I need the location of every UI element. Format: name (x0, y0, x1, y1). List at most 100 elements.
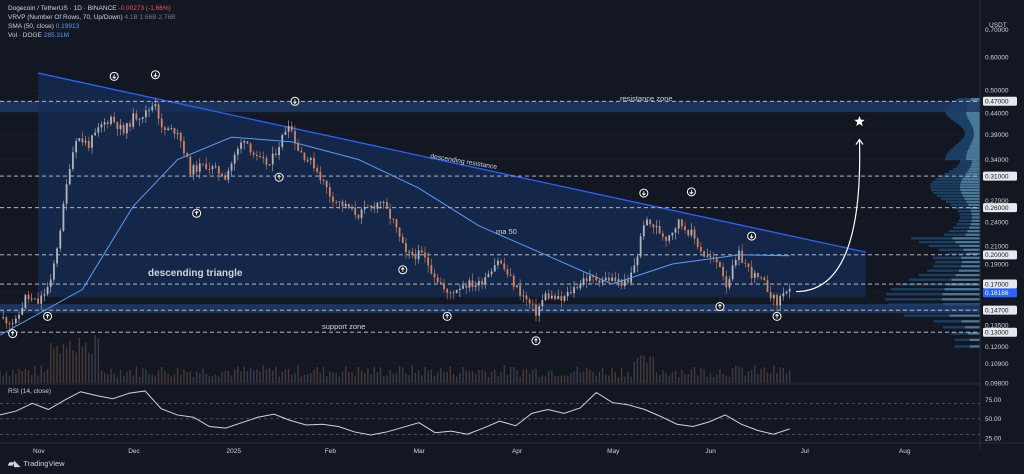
price-tick-label: 0.70000 (985, 27, 1009, 34)
volume-profile-bar-up (960, 183, 980, 186)
candle-body (338, 201, 341, 203)
volume-bar (728, 376, 731, 383)
volume-profile-bar-up (942, 293, 980, 296)
volume-profile-bar-up (971, 123, 980, 126)
rsi-tick-label: 50.00 (985, 416, 1002, 423)
candle-body (14, 318, 17, 324)
candle-body (135, 113, 138, 120)
candle-body (211, 166, 214, 170)
candle-body (405, 243, 407, 253)
volume-bar (145, 369, 147, 383)
candle-body (741, 250, 744, 263)
volume-profile-bar (948, 150, 980, 154)
candle-body (278, 147, 280, 156)
level-badge (983, 305, 1017, 315)
candle-body (176, 133, 179, 134)
volume-profile-bar (936, 194, 980, 197)
volume-profile-bar (933, 191, 980, 195)
volume-bar (452, 374, 455, 383)
level-badge (983, 250, 1017, 260)
volume-bar (5, 371, 8, 383)
candle-body (693, 229, 696, 239)
candle-body (497, 260, 499, 266)
volume-bar (59, 353, 61, 383)
bounce-marker-icon-arrow (400, 267, 405, 272)
volume-profile-bar-up (973, 127, 980, 130)
price-tick-label: 0.34000 (985, 157, 1009, 164)
volume-bar (379, 367, 382, 383)
volume-bar (224, 370, 226, 383)
candle-body (43, 294, 46, 296)
candle-body (424, 252, 426, 258)
volume-profile-bar (964, 133, 980, 136)
volume-bar (509, 366, 512, 383)
volume-bar (430, 369, 433, 383)
target-star-icon (854, 116, 865, 126)
candle-body (110, 116, 112, 124)
candle-body (582, 278, 585, 284)
candle-body (243, 141, 246, 143)
volume-bar (151, 374, 153, 383)
volume-profile-bar (928, 244, 980, 248)
volume-bar (633, 361, 636, 383)
candle-body (106, 122, 109, 124)
bounce-marker-icon-arrow (10, 330, 15, 336)
volume-bar (551, 370, 553, 383)
candle-body (652, 224, 655, 228)
volume-bar (8, 376, 11, 383)
candle-body (33, 298, 36, 300)
candle-body (360, 209, 363, 219)
volume-profile-bar-up (971, 213, 980, 216)
volume-profile-bar-up (968, 203, 980, 206)
candle-body (56, 248, 58, 264)
volume-bar (652, 356, 655, 383)
volume-profile-bar (885, 298, 980, 301)
volume-profile-bar-up (966, 200, 980, 203)
candle-body (766, 280, 769, 293)
volume-profile-bar-up (969, 167, 980, 170)
volume-profile-bar (945, 155, 980, 158)
candle-body (325, 180, 328, 188)
candle-body (132, 113, 135, 127)
volume-profile-bar-up (967, 170, 980, 173)
tradingview-brand[interactable]: ▰◣ TradingView (8, 459, 65, 468)
volume-bar (91, 353, 93, 383)
candle-body (319, 171, 322, 181)
volume-bar (364, 372, 366, 383)
volume-profile-bar (918, 273, 980, 277)
candle-body (230, 163, 233, 171)
candle-body (84, 140, 87, 143)
candle-body (566, 291, 569, 297)
candle-body (379, 202, 382, 204)
volume-bar (782, 367, 785, 383)
time-tick-label: Jun (705, 448, 716, 455)
volume-bar (176, 367, 179, 383)
candle-body (601, 280, 604, 283)
candle-body (522, 295, 525, 297)
candle-body (18, 314, 20, 319)
volume-bar (620, 368, 623, 383)
volume-bar (316, 367, 318, 383)
candle-body (493, 265, 496, 272)
volume-profile-bar (948, 229, 980, 233)
candle-body (309, 157, 312, 160)
candle-body (563, 296, 566, 301)
rejection-marker-icon-arrow (689, 189, 694, 195)
candle-body (433, 273, 436, 278)
candle-body (550, 295, 553, 299)
descending-resistance-line (37, 72, 866, 253)
candle-body (528, 299, 531, 304)
volume-bar (265, 369, 268, 383)
candle-body (62, 203, 65, 231)
candle-body (512, 275, 515, 287)
volume-bar (703, 369, 705, 383)
bounce-marker-icon-arrow (775, 313, 779, 319)
volume-bar (424, 367, 426, 383)
volume-profile-bar (959, 160, 980, 163)
candle-body (519, 285, 522, 296)
volume-bar (113, 373, 115, 383)
candle-body (87, 140, 90, 148)
candle-body (769, 292, 772, 299)
volume-profile-bar-up (967, 229, 980, 233)
